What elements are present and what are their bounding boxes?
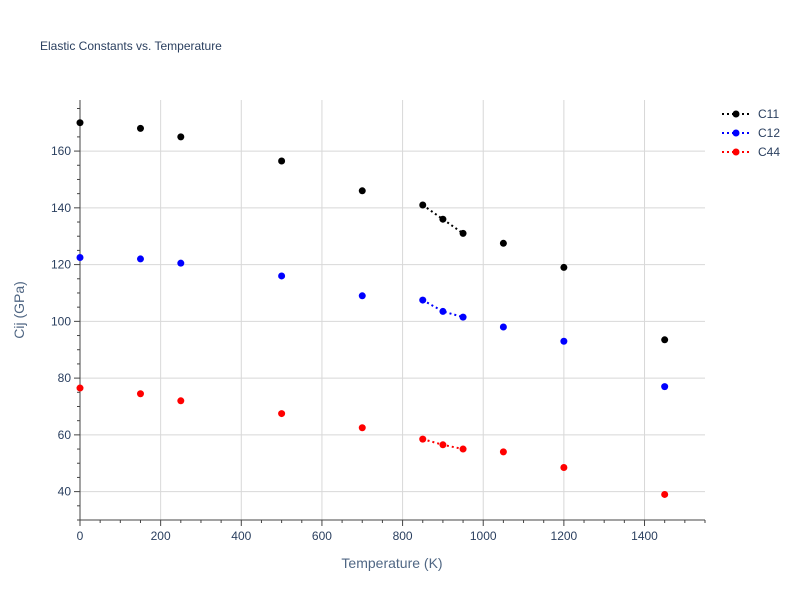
- data-point-c11[interactable]: [76, 119, 84, 127]
- data-series: [76, 119, 669, 498]
- legend-label: C11: [758, 107, 779, 121]
- y-tick-label: 40: [58, 485, 72, 499]
- series-c12: [76, 254, 669, 391]
- data-point-c44[interactable]: [278, 410, 286, 418]
- data-point-c44[interactable]: [136, 390, 144, 398]
- data-point-c44[interactable]: [661, 490, 669, 498]
- data-point-c44[interactable]: [76, 384, 84, 392]
- y-tick-label: 160: [51, 144, 71, 158]
- data-point-c44[interactable]: [439, 441, 447, 449]
- data-point-c11[interactable]: [419, 201, 427, 209]
- data-point-c12[interactable]: [560, 337, 568, 345]
- data-point-c44[interactable]: [177, 397, 185, 405]
- data-point-c44[interactable]: [459, 445, 467, 453]
- x-tick-label: 1400: [631, 529, 658, 543]
- legend-marker: [732, 110, 740, 118]
- data-point-c12[interactable]: [419, 296, 427, 304]
- y-tick-label: 60: [58, 428, 72, 442]
- legend-label: C44: [758, 145, 780, 159]
- data-point-c12[interactable]: [358, 292, 366, 300]
- data-point-c11[interactable]: [278, 157, 286, 165]
- x-tick-label: 600: [312, 529, 332, 543]
- data-point-c12[interactable]: [661, 383, 669, 391]
- data-point-c11[interactable]: [358, 187, 366, 195]
- series-c44: [76, 384, 669, 498]
- data-point-c11[interactable]: [560, 263, 568, 271]
- x-axis-label: Temperature (K): [341, 555, 442, 571]
- axes: 0 200 400 600 800 1000 1200 1400 40 60 80 100 120 140…: [51, 100, 706, 543]
- legend[interactable]: C11 C12 C44: [722, 107, 780, 159]
- series-c11: [76, 119, 669, 344]
- data-point-c44[interactable]: [419, 435, 427, 443]
- legend-marker: [732, 148, 740, 156]
- legend-item-c11[interactable]: C11: [722, 107, 779, 121]
- x-tick-label: 200: [151, 529, 171, 543]
- data-point-c12[interactable]: [278, 272, 286, 280]
- data-point-c12[interactable]: [136, 255, 144, 263]
- series-line-c11: [422, 204, 464, 235]
- legend-item-c12[interactable]: C12: [722, 126, 780, 140]
- x-tick-label: 0: [77, 529, 84, 543]
- data-point-c11[interactable]: [459, 229, 467, 237]
- y-tick-label: 140: [51, 201, 71, 215]
- data-point-c44[interactable]: [560, 464, 568, 471]
- data-point-c12[interactable]: [439, 307, 447, 315]
- data-point-c12[interactable]: [459, 313, 467, 321]
- legend-item-c44[interactable]: C44: [722, 145, 780, 159]
- chart-title: Elastic Constants vs. Temperature: [40, 39, 222, 53]
- data-point-c11[interactable]: [136, 124, 144, 132]
- data-point-c12[interactable]: [499, 323, 507, 331]
- x-tick-label: 1200: [551, 529, 578, 543]
- y-tick-label: 80: [58, 371, 72, 385]
- legend-marker: [732, 129, 740, 137]
- x-tick-label: 400: [231, 529, 251, 543]
- data-point-c44[interactable]: [499, 448, 507, 456]
- y-axis-label: Cij (GPa): [11, 281, 27, 339]
- y-tick-label: 120: [51, 258, 71, 272]
- y-tick-label: 100: [51, 314, 71, 328]
- grid: [80, 100, 705, 520]
- data-point-c11[interactable]: [499, 239, 507, 247]
- data-point-c11[interactable]: [439, 215, 447, 223]
- x-tick-label: 1000: [470, 529, 497, 543]
- legend-label: C12: [758, 126, 780, 140]
- x-tick-label: 800: [393, 529, 413, 543]
- data-point-c11[interactable]: [177, 133, 185, 141]
- data-point-c11[interactable]: [661, 336, 669, 344]
- data-point-c12[interactable]: [76, 254, 84, 261]
- data-point-c12[interactable]: [177, 259, 185, 267]
- data-point-c44[interactable]: [358, 424, 366, 432]
